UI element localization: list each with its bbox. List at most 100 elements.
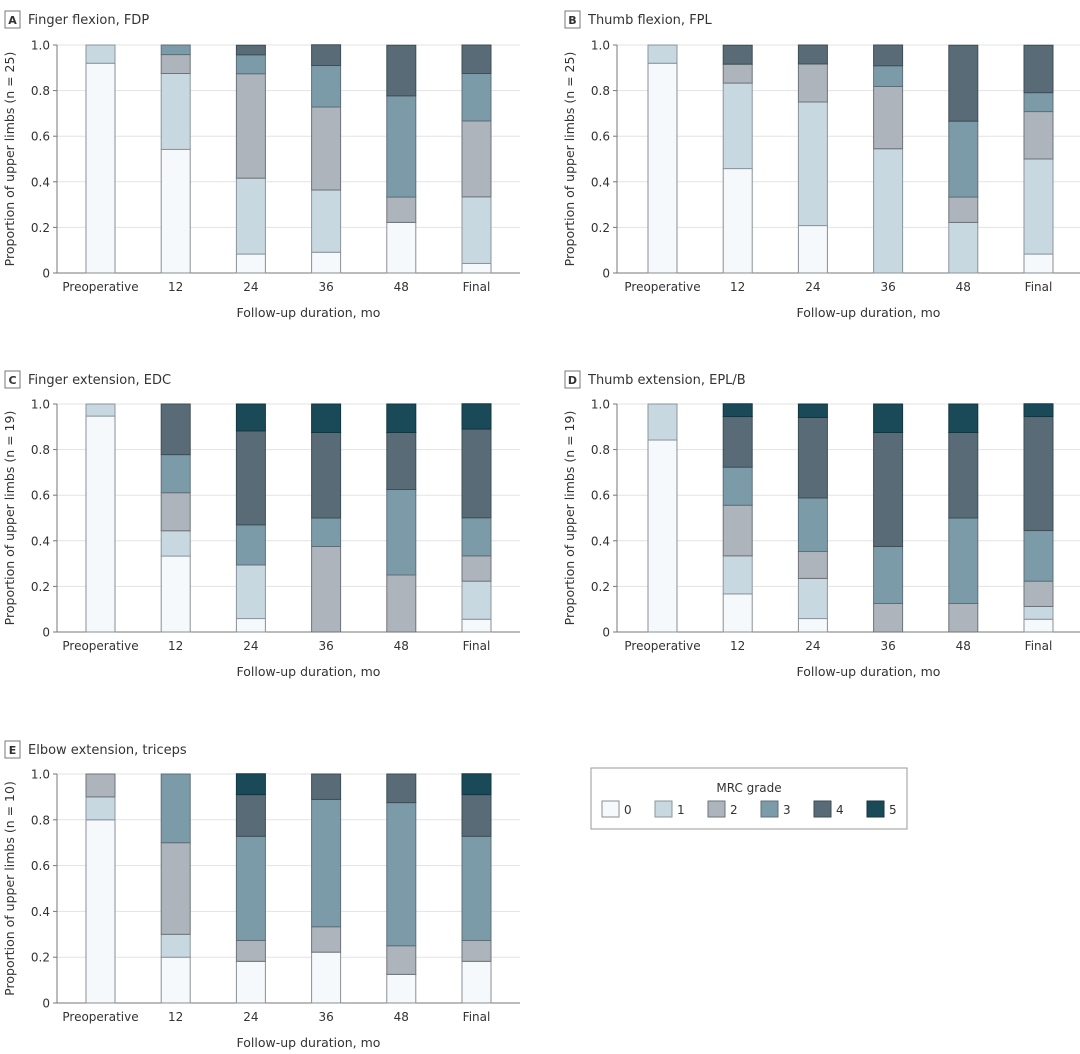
- bar-segment-grade-3: [722, 466, 753, 506]
- bar-segment-grade-1: [797, 577, 828, 620]
- bar-segment-grade-5: [461, 403, 492, 430]
- bar-segment-grade-4: [722, 416, 753, 468]
- bar-segment-grade-3: [386, 95, 417, 198]
- bar-segment-grade-2: [160, 492, 191, 532]
- bar-segment-grade-4: [311, 773, 342, 800]
- x-tick-label: Final: [1025, 280, 1053, 294]
- legend-swatch-grade-1: [654, 800, 673, 818]
- x-axis-label: Follow-up duration, mo: [237, 664, 381, 679]
- x-tick-label: Preoperative: [624, 280, 700, 294]
- bar-segment-grade-3: [797, 497, 828, 553]
- x-tick-label: Preoperative: [62, 280, 138, 294]
- panel-title: Finger flexion, FDP: [28, 13, 149, 28]
- x-tick-label: 48: [956, 280, 971, 294]
- x-axis-label: Follow-up duration, mo: [237, 1035, 381, 1050]
- bar-segment-grade-4: [873, 432, 904, 547]
- bar-segment-grade-0: [160, 148, 191, 274]
- bar-segment-grade-1: [160, 530, 191, 557]
- x-tick-label: 36: [318, 639, 333, 653]
- bar-segment-grade-5: [797, 403, 828, 418]
- x-tick-label: Final: [463, 639, 491, 653]
- bar-segment-grade-1: [948, 221, 979, 274]
- bar-segment-grade-1: [647, 44, 678, 64]
- x-tick-label: 24: [805, 280, 820, 294]
- y-tick-label: 1.0: [31, 39, 50, 53]
- bar-segment-grade-0: [386, 973, 417, 1004]
- bar-segment-grade-3: [461, 835, 492, 941]
- bar-segment-grade-3: [235, 524, 266, 566]
- bar-segment-grade-0: [386, 221, 417, 274]
- y-tick-label: 0.8: [591, 443, 610, 457]
- bar-segment-grade-0: [160, 555, 191, 633]
- panel-e: E Elbow extension, triceps 0 0.2 0.4 0.6 0.8 1.…: [2, 740, 520, 1050]
- legend-label: 1: [677, 803, 685, 817]
- y-axis-label: Proportion of upper limbs (n = 19): [2, 411, 17, 626]
- y-axis-label: Proportion of upper limbs (n = 19): [562, 411, 577, 626]
- bar-segment-grade-4: [311, 432, 342, 519]
- x-tick-label: 24: [243, 1010, 258, 1024]
- bar-segment-grade-0: [647, 439, 678, 633]
- panel-letter-box: [564, 370, 581, 389]
- x-axis-label: Follow-up duration, mo: [797, 305, 941, 320]
- bar-segment-grade-4: [235, 44, 266, 56]
- x-tick-label: 36: [318, 1010, 333, 1024]
- x-tick-label: 12: [168, 1010, 183, 1024]
- bar-segment-grade-5: [235, 773, 266, 796]
- y-tick-label: 0.6: [31, 859, 50, 873]
- bar-segment-grade-3: [873, 65, 904, 87]
- bar-segment-grade-1: [85, 44, 116, 64]
- y-tick-label: 0.6: [591, 489, 610, 503]
- bar-segment-grade-3: [311, 65, 342, 108]
- bar-segment-grade-1: [160, 73, 191, 150]
- bar-segment-grade-1: [85, 403, 116, 417]
- x-tick-label: 12: [730, 639, 745, 653]
- bar-segment-grade-1: [1023, 605, 1054, 620]
- legend-swatch-grade-3: [760, 800, 779, 818]
- legend-swatch-grade-0: [601, 800, 620, 818]
- panel-letter: C: [8, 374, 16, 387]
- bar-segment-grade-3: [873, 546, 904, 604]
- bar-segment-grade-3: [235, 835, 266, 941]
- x-tick-label: 24: [243, 280, 258, 294]
- bar-segment-grade-2: [386, 196, 417, 223]
- bar-segment-grade-2: [1023, 580, 1054, 607]
- y-tick-label: 0.6: [31, 130, 50, 144]
- bar-segment-grade-0: [461, 262, 492, 274]
- x-tick-label: Final: [463, 280, 491, 294]
- y-tick-label: 0.2: [591, 221, 610, 235]
- bar-segment-grade-0: [722, 593, 753, 633]
- bar-segment-grade-1: [461, 580, 492, 620]
- x-tick-label: 12: [168, 280, 183, 294]
- bar-segment-grade-2: [461, 555, 492, 582]
- bar-segment-grade-4: [1023, 44, 1054, 94]
- y-tick-label: 0.2: [31, 221, 50, 235]
- panel-letter: B: [568, 14, 576, 27]
- bar-segment-grade-2: [386, 945, 417, 975]
- bar-segment-grade-0: [1023, 253, 1054, 274]
- bar-segment-grade-4: [722, 44, 753, 65]
- y-tick-label: 0.2: [591, 580, 610, 594]
- bar-segment-grade-5: [386, 403, 417, 433]
- x-tick-label: 48: [956, 639, 971, 653]
- bar-segment-grade-5: [461, 773, 492, 796]
- panel-d: D Thumb extension, EPL/B 0 0.2 0.4 0.6 0.8 1.0 P…: [562, 370, 1080, 679]
- x-axis-label: Follow-up duration, mo: [797, 664, 941, 679]
- bar-segment-grade-4: [386, 432, 417, 490]
- x-tick-label: Preoperative: [624, 639, 700, 653]
- legend-swatch-grade-2: [707, 800, 726, 818]
- panel-letter-box: [4, 370, 21, 389]
- bar-segment-grade-3: [235, 54, 266, 75]
- bar-segment-grade-0: [722, 168, 753, 274]
- bar-segment-grade-4: [873, 44, 904, 67]
- bar-segment-grade-1: [461, 196, 492, 264]
- bar-segment-grade-0: [797, 225, 828, 274]
- bar-segment-grade-3: [461, 73, 492, 122]
- bar-segment-grade-0: [461, 618, 492, 633]
- bar-segment-grade-4: [386, 773, 417, 804]
- panel-letter: D: [568, 374, 577, 387]
- bar-segment-grade-3: [311, 798, 342, 928]
- y-tick-label: 0: [42, 267, 50, 281]
- bar-segment-grade-3: [461, 517, 492, 557]
- bar-segment-grade-4: [311, 44, 342, 67]
- bar-segment-grade-0: [160, 956, 191, 1004]
